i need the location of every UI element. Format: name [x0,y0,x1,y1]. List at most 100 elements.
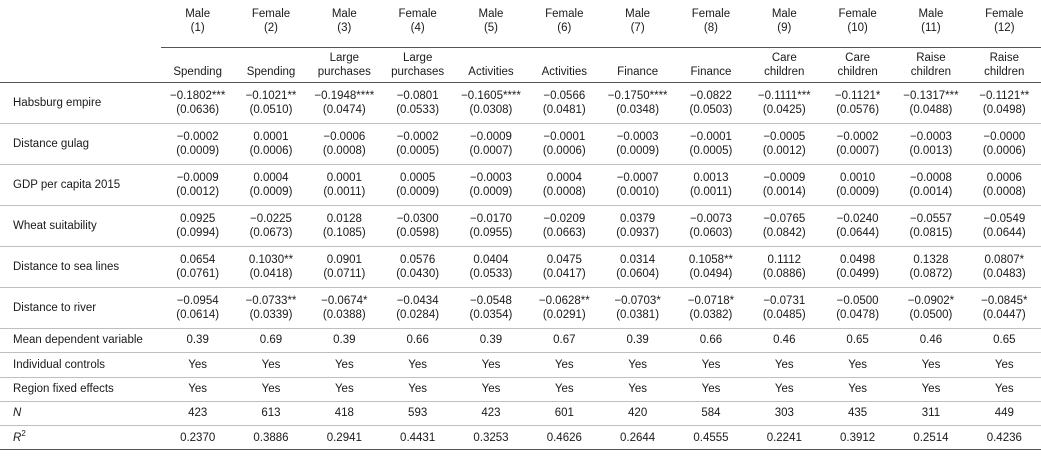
coef-cell: −0.0557 (0.0815) [894,206,967,247]
row-label-text: Region fixed effects [13,382,114,395]
coef-cell: 0.0006 (0.0008) [968,165,1041,206]
standard-error-value: (0.0009) [469,186,513,198]
coefficient-value: −0.0557 [910,212,952,225]
coefficient-value: 0.0013 [693,171,729,184]
coefficient-value: −0.0009 [176,171,219,184]
coef-cell: −0.0009 (0.0012) [161,165,234,206]
standard-error-value: (0.0011) [689,186,732,198]
coef-cell: −0.0703* (0.0381) [601,288,674,329]
stat-cell: 0.3912 [840,431,876,444]
column-sex: Female [398,8,437,20]
coef-cell: −0.1605**** (0.0308) [454,83,527,124]
stat-cell: 0.67 [553,334,576,347]
standard-error-value: (0.0005) [689,145,733,157]
standard-error-value: (0.0614) [176,309,220,321]
stat-cell: Yes [701,382,721,395]
row-label: GDP per capita 2015 [13,178,121,191]
coef-cell: −0.0566 (0.0481) [528,83,601,124]
coef-cell: −0.1948**** (0.0474) [308,83,381,124]
standard-error-value: (0.0498) [982,104,1026,116]
coefficient-value: 0.0379 [620,212,656,225]
column-outcome-line: Finance [690,66,732,78]
coefficient-value: −0.1111*** [757,89,811,102]
stat-cell: 0.39 [333,334,356,347]
row-label: Mean dependent variable [0,329,161,353]
column-sex: Female [545,8,584,20]
coefficient-value: −0.0718* [687,294,735,307]
standard-error-value: (0.0007) [836,145,880,157]
coef-cell: −0.0170 (0.0955) [454,206,527,247]
coefficient-value: −0.0073 [690,212,732,225]
stat-cell: 0.4626 [546,431,582,444]
coef-cell: 0.0128 (0.1085) [308,206,381,247]
stat-cell: Yes [261,358,281,371]
coefficient-value: 0.1058** [688,253,734,266]
row-label: Distance to sea lines [13,260,120,273]
coef-cell: 0.0004 (0.0008) [528,165,601,206]
column-outcome-line: Spending [173,66,222,78]
standard-error-value: (0.0339) [249,309,293,321]
coef-cell: −0.0801 (0.0533) [381,83,454,124]
coefficient-value: −0.0209 [543,212,586,225]
column-number: (12) [994,22,1015,34]
standard-error-value: (0.0005) [396,145,440,157]
coef-cell: 0.0498 (0.0499) [821,247,894,288]
stat-cell: 0.4555 [693,431,729,444]
coef-cell: −0.0434 (0.0284) [381,288,454,329]
standard-error-value: (0.0012) [176,186,220,198]
standard-error-value: (0.0008) [542,186,586,198]
coefficient-value: −0.0007 [616,171,659,184]
standard-error-value: (0.0842) [762,227,806,239]
coef-cell: −0.0300 (0.0598) [381,206,454,247]
column-outcome-line: Raise [916,52,946,64]
standard-error-value: (0.0012) [762,145,806,157]
standard-error-value: (0.0447) [982,309,1026,321]
coef-cell: −0.0240 (0.0644) [821,206,894,247]
standard-error-value: (0.0348) [616,104,660,116]
coef-cell: 0.0404 (0.0533) [454,247,527,288]
coefficient-value: −0.0001 [543,130,586,143]
standard-error-value: (0.0711) [323,268,366,280]
coef-cell: −0.0003 (0.0009) [454,165,527,206]
stat-cell: 0.46 [773,334,796,347]
stat-cell: 311 [921,407,941,420]
coef-cell: 0.1328 (0.0872) [894,247,967,288]
table-row: R2 0.2370 0.3886 0.2941 0.4431 0.3253 0.4626 0.… [0,426,1041,450]
coef-cell: −0.0003 (0.0013) [894,124,967,165]
column-outcome-10: Care children [820,47,895,83]
column-outcome-8: Finance [674,47,748,83]
stat-cell: Yes [408,382,428,395]
stat-cell: 418 [334,407,354,420]
column-outcome-5: Activities [454,47,528,83]
column-outcome-line: Activities [541,66,587,78]
coefficient-value: −0.0549 [983,212,1026,225]
standard-error-value: (0.0636) [176,104,220,116]
table-row: Habsburg empire −0.1802*** (0.0636) −0.1021… [0,83,1041,124]
column-header-4: Female (4) [381,0,454,48]
stat-cell: 0.2241 [766,431,802,444]
coef-cell: 0.0925 (0.0994) [161,206,234,247]
coefficient-value: −0.1317*** [903,89,959,102]
stat-cell: 435 [848,407,868,420]
coefficient-value: −0.0002 [176,130,219,143]
coef-cell: 0.0005 (0.0009) [381,165,454,206]
coef-cell: −0.0209 (0.0663) [528,206,601,247]
stat-cell: 593 [408,407,428,420]
stat-cell: Yes [774,382,794,395]
stat-cell: Yes [481,358,501,371]
column-outcome-line: children [764,66,805,78]
coef-cell: −0.0549 (0.0644) [968,206,1041,247]
coef-cell: −0.0902* (0.0500) [894,288,967,329]
stat-cell: 423 [188,407,208,420]
standard-error-value: (0.0009) [249,186,293,198]
stat-cell: 420 [628,407,648,420]
standard-error-value: (0.0663) [542,227,586,239]
stat-cell: 0.2370 [180,431,216,444]
standard-error-value: (0.0006) [249,145,293,157]
coef-cell: −0.0009 (0.0014) [748,165,821,206]
coefficient-value: −0.0300 [396,212,439,225]
coefficient-value: −0.1121** [979,89,1030,102]
coefficient-value: 0.0404 [473,253,509,266]
coef-cell: −0.0733** (0.0339) [234,288,307,329]
column-number: (2) [263,22,279,34]
